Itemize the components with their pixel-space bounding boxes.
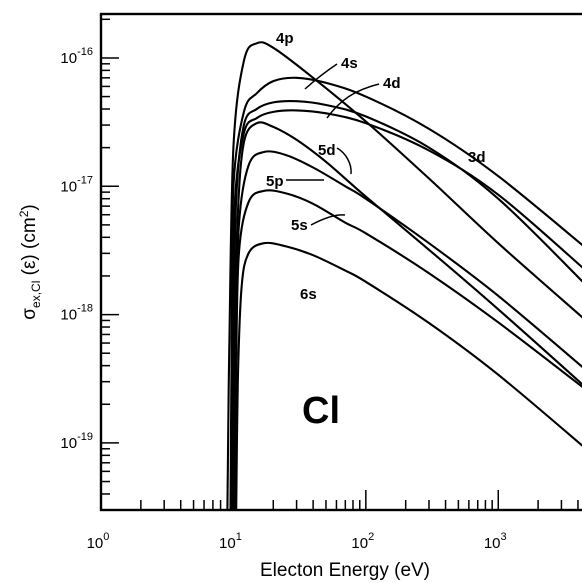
- series-label-5d: 5d: [318, 142, 336, 159]
- leader-line-5d: [336, 147, 352, 175]
- series-line-5s: [233, 189, 582, 512]
- x-tick-label: 100: [87, 531, 110, 552]
- series-line-4d: [231, 99, 582, 512]
- leader-line-4d: [326, 83, 380, 119]
- x-tick-label-base: 10: [351, 535, 368, 552]
- y-tick-label-exponent: -19: [77, 431, 93, 443]
- y-tick-label: 10-19: [60, 431, 93, 452]
- y-axis-title-sup: 2: [17, 210, 31, 217]
- y-tick-label-exponent: -18: [77, 303, 93, 315]
- series-label-4p: 4p: [276, 30, 294, 47]
- series-label-6s: 6s: [300, 286, 317, 303]
- x-tick-label-base: 10: [87, 535, 104, 552]
- y-tick-label-exponent: -17: [77, 174, 93, 186]
- series-line-4p: [226, 41, 582, 512]
- y-axis-title-sigma: σ: [19, 308, 40, 320]
- leader-lines: [286, 63, 380, 226]
- y-tick-label: 10-18: [60, 303, 93, 324]
- y-axis-title-subscript: ex,Cl: [29, 281, 43, 308]
- series-label-3d: 3d: [468, 149, 486, 166]
- x-tick-label-base: 10: [219, 535, 236, 552]
- curve-labels: 4p 4s 4d 3d 5d 5p 5s 6s: [266, 30, 486, 303]
- x-tick-label: 103: [484, 531, 507, 552]
- series-line-5d: [232, 121, 582, 512]
- series-line-5p: [232, 150, 582, 512]
- y-tick-label: 10-16: [60, 46, 93, 67]
- x-axis-title: Electon Energy (eV): [260, 560, 430, 581]
- leader-line-4s: [304, 63, 338, 90]
- y-tick-label-base: 10: [60, 435, 77, 452]
- y-axis-title: σex,Cl (ε) (cm2): [17, 204, 43, 319]
- y-axis-title-end: ): [19, 204, 40, 210]
- y-tick-label-base: 10: [60, 50, 77, 67]
- y-tick-label-base: 10: [60, 178, 77, 195]
- plot-frame: [99, 12, 582, 512]
- series-label-4s: 4s: [341, 55, 358, 72]
- y-tick-label: 10-17: [60, 174, 93, 195]
- x-tick-label-exponent: 3: [501, 531, 507, 543]
- axis-ticks: [101, 18, 579, 510]
- y-tick-label-exponent: -16: [77, 46, 93, 58]
- x-tick-label-base: 10: [484, 535, 501, 552]
- series-line-3d: [230, 109, 582, 512]
- x-tick-label: 102: [351, 531, 374, 552]
- curves-layer: [226, 41, 582, 512]
- y-tick-label-base: 10: [60, 307, 77, 324]
- series-line-6s: [235, 241, 582, 512]
- series-line-4s: [229, 76, 582, 512]
- leader-line-5s: [310, 214, 346, 226]
- x-tick-label-exponent: 0: [103, 531, 109, 543]
- x-tick-label: 101: [219, 531, 242, 552]
- element-annotation: Cl: [302, 390, 340, 432]
- x-tick-label-exponent: 1: [236, 531, 242, 543]
- series-label-4d: 4d: [383, 75, 401, 92]
- x-tick-label-exponent: 2: [368, 531, 374, 543]
- series-label-5p: 5p: [266, 173, 284, 190]
- series-label-5s: 5s: [291, 217, 308, 234]
- y-axis-title-middle: (ε) (cm: [19, 217, 40, 280]
